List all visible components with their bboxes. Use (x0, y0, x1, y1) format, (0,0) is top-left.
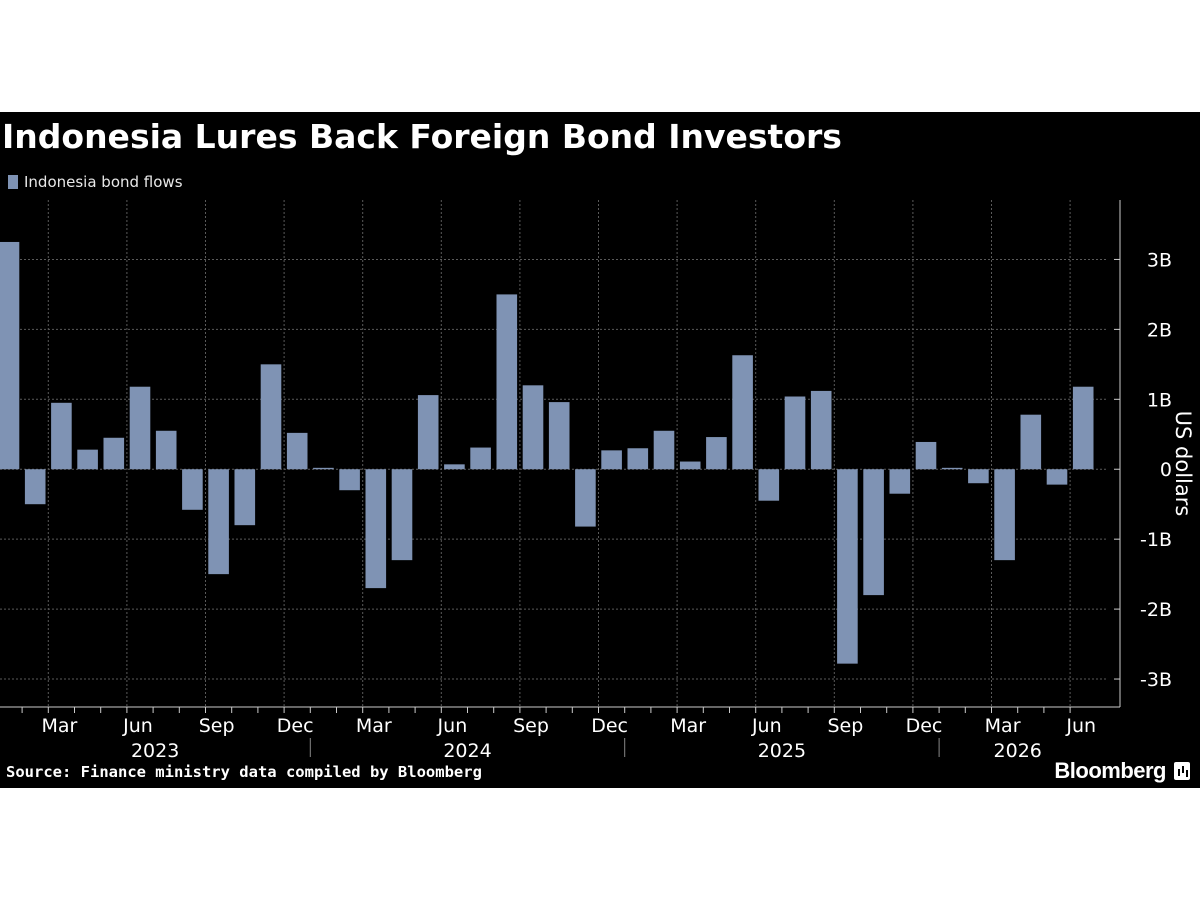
bar (784, 396, 806, 470)
bar (365, 469, 387, 589)
bar (24, 469, 46, 505)
bar (810, 390, 832, 470)
y-tick-label: 0 (1160, 459, 1172, 481)
bar (417, 395, 439, 470)
y-tick-label: 1B (1147, 389, 1172, 411)
bar (548, 402, 570, 470)
bloomberg-logo: Bloomberg (1054, 758, 1166, 783)
y-tick-label: 2B (1147, 319, 1172, 341)
x-month-label: Mar (41, 715, 77, 737)
legend-label: Indonesia bond flows (24, 173, 183, 191)
x-month-label: Sep (199, 715, 235, 737)
bar (313, 467, 334, 470)
y-axis-label: US dollars (1171, 411, 1195, 517)
x-year-label: 2023 (131, 740, 179, 762)
chart-panel (0, 112, 1200, 788)
bar (837, 469, 858, 664)
legend-swatch (8, 175, 18, 189)
bar (260, 364, 282, 470)
y-tick-label: -1B (1140, 529, 1172, 551)
bar (522, 385, 544, 470)
bar (444, 464, 465, 470)
bar (391, 469, 413, 561)
x-month-label: Dec (906, 715, 943, 737)
bar (0, 241, 20, 470)
bar (889, 469, 911, 494)
bar (994, 469, 1015, 561)
bar (208, 469, 229, 575)
x-month-label: Mar (985, 715, 1021, 737)
bar (968, 469, 989, 484)
bar (103, 437, 125, 470)
bar (653, 430, 675, 470)
bar (1072, 386, 1094, 470)
bar (575, 469, 596, 527)
bar (286, 432, 308, 470)
x-month-label: Mar (670, 715, 706, 737)
bar (339, 469, 360, 491)
bar (182, 469, 203, 510)
bar (601, 450, 622, 470)
x-month-label: Jun (437, 715, 468, 737)
bar (679, 461, 701, 470)
bar (1046, 469, 1068, 485)
x-year-label: 2025 (758, 740, 806, 762)
y-tick-label: -2B (1140, 599, 1172, 621)
x-year-label: 2026 (994, 740, 1042, 762)
bar (758, 469, 780, 501)
x-month-label: Sep (827, 715, 863, 737)
bar-chart: 3B 2B 1B 0 -1B -2B -3B US dollars Mar Jun Sep Dec Ma… (0, 200, 1195, 762)
x-month-label: Jun (122, 715, 153, 737)
legend: Indonesia bond flows (8, 170, 183, 194)
bar (51, 402, 72, 470)
x-month-label: Jun (751, 715, 782, 737)
source-note: Source: Finance ministry data compiled b… (6, 763, 482, 781)
bar (863, 469, 884, 596)
bar (496, 294, 518, 470)
y-tick-label: 3B (1147, 249, 1172, 271)
x-month-label: Dec (277, 715, 314, 737)
bar (915, 441, 937, 470)
bar (234, 469, 256, 526)
x-year-label: 2024 (443, 740, 491, 762)
bar (627, 448, 649, 470)
bar (1020, 414, 1042, 470)
bar (732, 355, 753, 470)
bar (706, 437, 727, 470)
bar (77, 449, 98, 470)
x-month-label: Sep (513, 715, 549, 737)
bar (155, 430, 177, 470)
x-month-label: Mar (356, 715, 392, 737)
bar (470, 447, 491, 470)
x-month-label: Jun (1065, 715, 1096, 737)
chart-title: Indonesia Lures Back Foreign Bond Invest… (2, 117, 842, 156)
x-month-label: Dec (591, 715, 628, 737)
y-tick-label: -3B (1140, 669, 1172, 691)
bar (129, 386, 151, 470)
bloomberg-chart-icon (1174, 762, 1190, 780)
bar (941, 467, 963, 470)
